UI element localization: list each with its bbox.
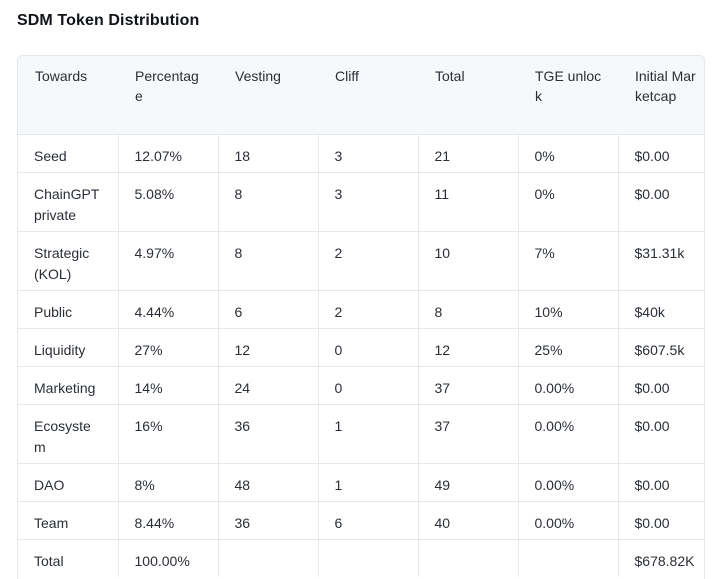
cell-vesting: 48	[217, 462, 318, 501]
cell-tge-unlock: 10%	[517, 289, 618, 328]
distribution-table-container[interactable]: Towards Percentage Vesting Cliff Total T…	[17, 55, 705, 579]
cell-vesting: 8	[217, 171, 318, 231]
cell-vesting: 8	[217, 230, 318, 290]
table-row: Strategic (KOL) 4.97% 8 2 10 7% $31.31k	[18, 230, 704, 290]
cell-tge-unlock	[517, 538, 618, 577]
cell-cliff: 2	[317, 289, 418, 328]
table-row: Ecosystem 16% 36 1 37 0.00% $0.00	[18, 403, 704, 463]
cell-total: 10	[417, 230, 518, 290]
cell-percentage: 14%	[117, 365, 218, 404]
header-vesting: Vesting	[235, 68, 281, 84]
cell-total: 21	[417, 133, 518, 172]
cell-percentage: 100.00%	[117, 538, 218, 577]
table-row: Public 4.44% 6 2 8 10% $40k	[18, 289, 704, 328]
cell-cliff: 1	[317, 462, 418, 501]
cell-towards: Team	[18, 500, 118, 539]
cell-percentage: 27%	[117, 327, 218, 366]
cell-initial-marketcap: $0.00	[617, 462, 704, 501]
table-row: Team 8.44% 36 6 40 0.00% $0.00	[18, 500, 704, 539]
cell-initial-marketcap: $607.5k	[617, 327, 704, 366]
header-towards: Towards	[35, 68, 88, 84]
table-row: DAO 8% 48 1 49 0.00% $0.00	[18, 462, 704, 501]
header-total: Total	[435, 68, 465, 84]
table-row: ChainGPT private 5.08% 8 3 11 0% $0.00	[18, 171, 704, 231]
cell-percentage: 16%	[117, 403, 218, 463]
cell-vesting: 24	[217, 365, 318, 404]
cell-percentage: 8.44%	[117, 500, 218, 539]
cell-towards: Liquidity	[18, 327, 118, 366]
cell-towards: Ecosystem	[18, 403, 118, 463]
cell-total: 37	[417, 365, 518, 404]
cell-percentage: 4.97%	[117, 230, 218, 290]
cell-vesting: 18	[217, 133, 318, 172]
cell-cliff: 3	[317, 133, 418, 172]
cell-tge-unlock: 0%	[517, 133, 618, 172]
cell-cliff	[317, 538, 418, 577]
cell-cliff: 3	[317, 171, 418, 231]
cell-tge-unlock: 0.00%	[517, 365, 618, 404]
table-row-total: Total 100.00% $678.82K	[18, 538, 704, 577]
cell-initial-marketcap: $678.82K	[617, 538, 704, 577]
cell-total: 11	[417, 171, 518, 231]
page-title: SDM Token Distribution	[17, 12, 200, 29]
cell-percentage: 4.44%	[117, 289, 218, 328]
cell-vesting	[217, 538, 318, 577]
table-row: Seed 12.07% 18 3 21 0% $0.00	[18, 133, 704, 172]
cell-tge-unlock: 0%	[517, 171, 618, 231]
table-body: Seed 12.07% 18 3 21 0% $0.00 ChainGPT pr…	[18, 133, 704, 577]
cell-vesting: 12	[217, 327, 318, 366]
cell-vesting: 6	[217, 289, 318, 328]
cell-towards: Total	[18, 538, 118, 577]
cell-initial-marketcap: $0.00	[617, 171, 704, 231]
header-cliff: Cliff	[335, 68, 359, 84]
cell-initial-marketcap: $0.00	[617, 500, 704, 539]
cell-total: 40	[417, 500, 518, 539]
cell-initial-marketcap: $0.00	[617, 133, 704, 172]
header-percentage: Percentage	[135, 68, 199, 104]
cell-towards: Seed	[18, 133, 118, 172]
cell-cliff: 6	[317, 500, 418, 539]
cell-cliff: 1	[317, 403, 418, 463]
header-initial-marketcap: Initial Marketcap	[635, 68, 696, 104]
header-tge-unlock: TGE unlock	[535, 68, 602, 104]
cell-towards: Strategic (KOL)	[18, 230, 118, 290]
cell-tge-unlock: 7%	[517, 230, 618, 290]
cell-total: 37	[417, 403, 518, 463]
table-header: Towards Percentage Vesting Cliff Total T…	[18, 56, 704, 134]
header-row: Towards Percentage Vesting Cliff Total T…	[18, 56, 704, 134]
distribution-table: Towards Percentage Vesting Cliff Total T…	[18, 56, 704, 577]
cell-percentage: 5.08%	[117, 171, 218, 231]
cell-towards: Marketing	[18, 365, 118, 404]
cell-towards: Public	[18, 289, 118, 328]
cell-tge-unlock: 25%	[517, 327, 618, 366]
cell-tge-unlock: 0.00%	[517, 500, 618, 539]
cell-tge-unlock: 0.00%	[517, 403, 618, 463]
cell-percentage: 12.07%	[117, 133, 218, 172]
cell-vesting: 36	[217, 403, 318, 463]
table-row: Marketing 14% 24 0 37 0.00% $0.00	[18, 365, 704, 404]
cell-towards: ChainGPT private	[18, 171, 118, 231]
cell-initial-marketcap: $31.31k	[617, 230, 704, 290]
cell-initial-marketcap: $0.00	[617, 403, 704, 463]
cell-cliff: 2	[317, 230, 418, 290]
cell-initial-marketcap: $40k	[617, 289, 704, 328]
cell-total: 49	[417, 462, 518, 501]
cell-tge-unlock: 0.00%	[517, 462, 618, 501]
cell-towards: DAO	[18, 462, 118, 501]
cell-cliff: 0	[317, 327, 418, 366]
cell-total: 8	[417, 289, 518, 328]
cell-percentage: 8%	[117, 462, 218, 501]
table-row: Liquidity 27% 12 0 12 25% $607.5k	[18, 327, 704, 366]
cell-cliff: 0	[317, 365, 418, 404]
cell-vesting: 36	[217, 500, 318, 539]
cell-initial-marketcap: $0.00	[617, 365, 704, 404]
cell-total: 12	[417, 327, 518, 366]
cell-total	[417, 538, 518, 577]
